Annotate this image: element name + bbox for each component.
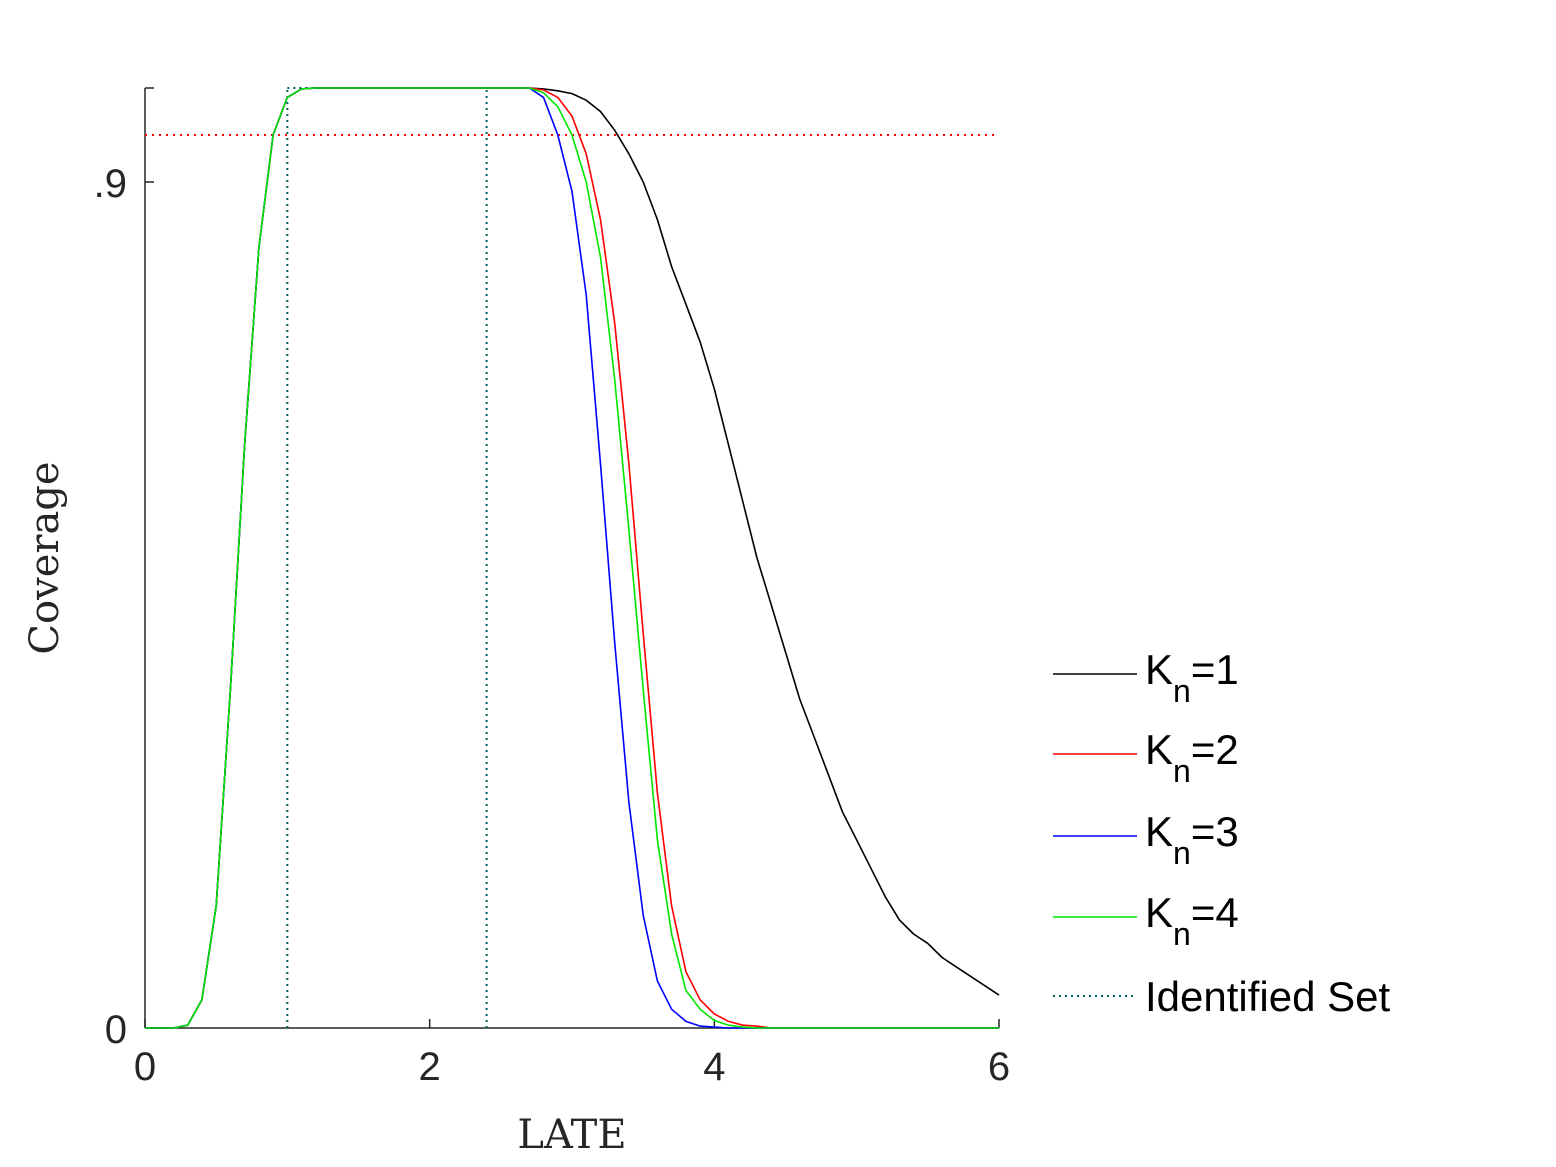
y-tick-label-1: .9 [94, 162, 127, 206]
series-line-1 [145, 87, 1000, 1029]
legend-label-4: Kn=4 [1145, 889, 1239, 952]
x-tick-label-1: 2 [419, 1045, 441, 1089]
series-lines [145, 87, 1000, 1029]
legend-label-3: Kn=3 [1145, 808, 1239, 871]
legend-label-identified-set: Identified Set [1145, 973, 1391, 1020]
x-ticks: 0 2 4 6 [134, 1019, 1010, 1089]
series-line-4 [145, 87, 999, 1029]
legend-label-2: Kn=2 [1145, 726, 1239, 789]
x-tick-label-3: 6 [988, 1045, 1010, 1089]
legend: Kn=1 Kn=2 Kn=3 Kn=4 Identified Set [1053, 646, 1391, 1020]
series-line-3 [145, 87, 999, 1029]
identified-set-lines [286, 87, 488, 1028]
x-tick-label-2: 4 [703, 1045, 725, 1089]
series-line-2 [145, 87, 999, 1029]
x-tick-label-0: 0 [134, 1045, 156, 1089]
legend-label-1: Kn=1 [1145, 646, 1239, 709]
x-axis-title: LATE [517, 1112, 626, 1158]
y-tick-label-0: 0 [105, 1008, 127, 1052]
y-ticks: 0.9 [94, 87, 154, 1052]
y-axis-title: Coverage [22, 461, 68, 654]
